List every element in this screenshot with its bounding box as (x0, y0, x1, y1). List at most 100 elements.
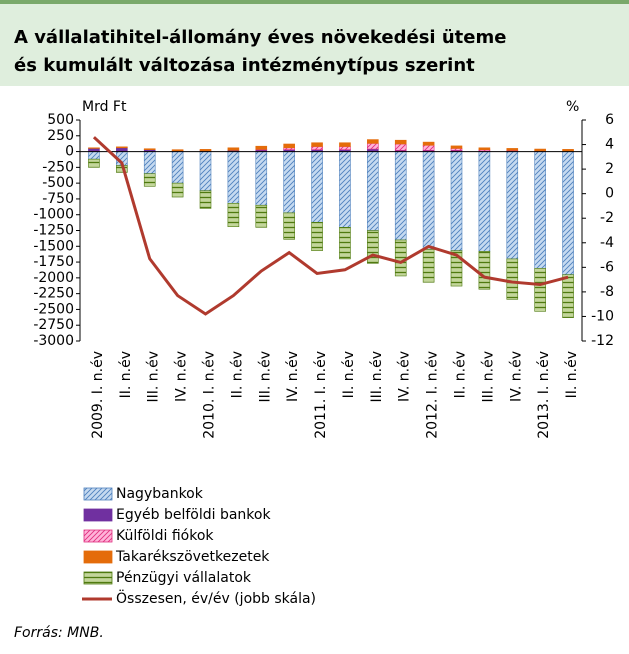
legend-label: Takarékszövetkezetek (115, 549, 270, 565)
bar-segment (144, 174, 155, 187)
bar-segment (339, 227, 350, 259)
bar-segment (116, 147, 127, 148)
x-tick-label: II. n.év (118, 351, 134, 398)
title-top-border (0, 0, 629, 4)
bar-segment (200, 191, 211, 209)
x-tick-label: II. n.év (229, 351, 245, 398)
y-tick-label: 0 (65, 144, 74, 160)
y-tick-label: -1000 (33, 207, 74, 223)
y2-tick-label: -8 (600, 284, 614, 300)
bar-segment (563, 149, 574, 151)
bar-segment (395, 240, 406, 276)
bar-segment (339, 147, 350, 150)
y2-tick-label: 0 (605, 186, 614, 202)
bar-segment (312, 152, 323, 223)
bar-segment (535, 152, 546, 269)
x-tick-label: IV. n.év (397, 351, 413, 402)
x-tick-label: II. n.év (453, 351, 469, 398)
bar-segment (284, 213, 295, 240)
x-tick-label: II. n.év (341, 351, 357, 398)
y-tick-label: -250 (42, 159, 74, 175)
bar-segment (423, 249, 434, 282)
bar-segment (116, 148, 127, 152)
legend-label: Egyéb belföldi bankok (116, 507, 271, 523)
bar-segment (312, 143, 323, 147)
bar-segment (144, 149, 155, 150)
y-tick-label: 500 (47, 112, 74, 128)
y2-tick-label: -2 (600, 210, 614, 226)
x-tick-label: 2010. I. n.év (202, 351, 218, 439)
legend-swatch (84, 551, 112, 563)
bar-segment (367, 140, 378, 144)
bar-segment (88, 159, 99, 167)
y-tick-label: -750 (42, 191, 74, 207)
bar-segment (339, 143, 350, 147)
bar-segment (88, 152, 99, 160)
bar-segment (451, 152, 462, 251)
line-series (94, 137, 568, 314)
bar-segment (228, 152, 239, 204)
bar-segment (200, 149, 211, 151)
x-tick-label: 2009. I. n.év (90, 351, 106, 439)
bar-segment (395, 140, 406, 144)
bar-segment (451, 146, 462, 149)
bar-segment (256, 205, 267, 227)
x-tick-label: 2013. I. n.év (536, 351, 552, 439)
x-tick-label: III. n.év (146, 351, 162, 403)
bar-segment (144, 152, 155, 174)
bar-segment (507, 259, 518, 299)
bar-segment (395, 152, 406, 240)
bar-segment (339, 152, 350, 228)
x-tick-label: III. n.év (480, 351, 496, 403)
bar-segment (563, 152, 574, 275)
bar-segment (256, 146, 267, 149)
bar-segment (535, 268, 546, 311)
y-tick-label: -1250 (33, 223, 74, 239)
bar-segment (479, 152, 490, 252)
bar-segment (172, 150, 183, 151)
bar-segment (172, 183, 183, 197)
y-tick-label: -1500 (33, 238, 74, 254)
x-tick-label: II. n.év (564, 351, 580, 398)
y-tick-label: -2750 (33, 317, 74, 333)
bar-segment (395, 144, 406, 150)
bar-segment (228, 148, 239, 151)
y-tick-label: -2500 (33, 301, 74, 317)
legend-swatch (84, 488, 112, 500)
bar-segment (479, 148, 490, 150)
bar-segment (423, 152, 434, 250)
bar-segment (367, 143, 378, 149)
y-tick-label: 250 (47, 128, 74, 144)
y2-axis-label: % (566, 99, 579, 115)
x-tick-label: III. n.év (369, 351, 385, 403)
y2-tick-label: -6 (600, 259, 614, 275)
x-tick-label: IV. n.év (174, 351, 190, 402)
x-tick-label: IV. n.év (285, 351, 301, 402)
x-tick-label: 2012. I. n.év (425, 351, 441, 439)
bar-segment (312, 222, 323, 250)
chart-title: A vállalatihitel-állomány éves növekedés… (14, 27, 506, 48)
bar-segment (256, 152, 267, 206)
y2-tick-label: 2 (605, 161, 614, 177)
bar-segment (172, 152, 183, 184)
legend-swatch (84, 572, 112, 584)
bar-segment (507, 148, 518, 150)
bar-segment (563, 275, 574, 318)
bar-segment (535, 149, 546, 151)
legend-label: Nagybankok (116, 486, 204, 502)
legend-swatch (84, 509, 112, 521)
bar-segment (423, 142, 434, 145)
bar-segment (479, 251, 490, 289)
y2-tick-label: -4 (600, 235, 614, 251)
bar-segment (228, 203, 239, 226)
x-tick-label: 2011. I. n.év (313, 351, 329, 439)
y-tick-label: -500 (42, 175, 74, 191)
y2-tick-label: -10 (591, 308, 614, 324)
y-tick-label: -1750 (33, 254, 74, 270)
source: Forrás: MNB. (14, 625, 104, 641)
y2-tick-label: 4 (605, 137, 614, 153)
legend-label: Külföldi fiókok (116, 528, 214, 544)
legend-label: Pénzügyi vállalatok (116, 570, 252, 586)
legend-label: Összesen, év/év (jobb skála) (116, 589, 316, 607)
